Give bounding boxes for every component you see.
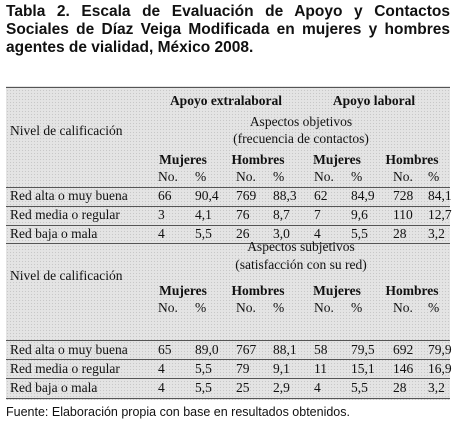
row-label: Red baja o mala	[10, 380, 98, 395]
cell: 90,4	[195, 188, 219, 203]
cell: 769	[236, 188, 257, 203]
rule	[6, 206, 450, 207]
sex-header: Mujeres	[313, 283, 361, 298]
cell: 84,9	[351, 188, 375, 203]
cell: 3	[158, 207, 165, 222]
cell: 28	[393, 226, 407, 241]
cell: 3,0	[273, 226, 290, 241]
cell: 8,7	[273, 207, 290, 222]
cell: 26	[236, 226, 250, 241]
rule	[6, 87, 450, 88]
cell: 66	[158, 188, 172, 203]
cell: 4	[158, 226, 165, 241]
cell: 15,1	[351, 361, 375, 376]
sub-header: %	[195, 300, 207, 315]
sub-header: %	[273, 169, 285, 184]
row-label: Red baja o mala	[10, 226, 98, 241]
cell: 25	[236, 380, 250, 395]
sub-header: No.	[158, 169, 178, 184]
cell: 12,7	[428, 207, 452, 222]
sub-header: No.	[236, 300, 256, 315]
cell: 767	[236, 342, 257, 357]
sex-header: Hombres	[231, 283, 285, 298]
rule	[6, 225, 450, 226]
cell: 88,3	[273, 188, 297, 203]
row-label: Red media o regular	[10, 207, 120, 222]
rule	[6, 359, 450, 360]
section-title: (frecuencia de contactos)	[233, 131, 369, 146]
cell: 4	[314, 226, 321, 241]
sub-header: No.	[158, 300, 178, 315]
sub-header: %	[428, 169, 440, 184]
cell: 62	[314, 188, 328, 203]
cell: 5,5	[351, 226, 368, 241]
cell: 3,2	[428, 226, 445, 241]
group-header: Apoyo laboral	[332, 93, 416, 108]
cell: 7	[314, 207, 321, 222]
sub-header: %	[351, 169, 363, 184]
cell: 84,1	[428, 188, 452, 203]
cell: 76	[236, 207, 250, 222]
group-header: Apoyo extralaboral	[169, 93, 283, 108]
rule	[6, 398, 450, 399]
row-label: Red media o regular	[10, 361, 120, 376]
sub-header: %	[351, 300, 363, 315]
row-label: Red alta o muy buena	[10, 188, 128, 203]
cell: 79,9	[428, 342, 452, 357]
row-header: Nivel de calificación	[10, 123, 123, 138]
table: Apoyo extralaboral Apoyo laboral Aspectos …	[6, 86, 452, 400]
section-title: Aspectos subjetivos	[247, 239, 355, 254]
sub-header: No.	[393, 169, 413, 184]
section-title: (satisfacción con su red)	[235, 257, 367, 272]
cell: 88,1	[273, 342, 297, 357]
sub-header: No.	[393, 300, 413, 315]
sub-header: %	[195, 169, 207, 184]
cell: 89,0	[195, 342, 219, 357]
cell: 9,6	[351, 207, 368, 222]
row-header: Nivel de calificación	[10, 268, 123, 283]
cell: 110	[393, 207, 413, 222]
cell: 58	[314, 342, 328, 357]
sex-header: Hombres	[385, 283, 439, 298]
cell: 16,9	[428, 361, 452, 376]
cell: 9,1	[273, 361, 290, 376]
rule	[6, 187, 450, 188]
cell: 79,5	[351, 342, 375, 357]
cell: 65	[158, 342, 172, 357]
sex-header: Mujeres	[159, 283, 207, 298]
sub-header: No.	[314, 300, 334, 315]
cell: 5,5	[351, 380, 368, 395]
cell: 5,5	[195, 361, 212, 376]
cell: 3,2	[428, 380, 445, 395]
cell: 5,5	[195, 226, 212, 241]
rule	[6, 243, 450, 244]
title: Tabla 2. Escala de Evaluación de Apoyo y…	[6, 3, 450, 56]
cell: 4	[314, 380, 321, 395]
cell: 4	[158, 361, 165, 376]
section-title: Aspectos objetivos	[249, 114, 353, 129]
sub-header: No.	[314, 169, 334, 184]
cell: 28	[393, 380, 407, 395]
cell: 2,9	[273, 380, 290, 395]
rule	[6, 378, 450, 379]
cell: 5,5	[195, 380, 212, 395]
cell: 692	[393, 342, 414, 357]
sex-header: Mujeres	[159, 152, 207, 167]
sub-header: %	[428, 300, 440, 315]
cell: 146	[393, 361, 414, 376]
row-label: Red alta o muy buena	[10, 342, 128, 357]
cell: 4,1	[195, 207, 212, 222]
sex-header: Hombres	[385, 152, 439, 167]
sub-header: No.	[236, 169, 256, 184]
cell: 79	[236, 361, 250, 376]
source-note: Fuente: Elaboración propia con base en r…	[6, 405, 350, 419]
sub-header: %	[273, 300, 285, 315]
rule	[6, 340, 450, 341]
sex-header: Mujeres	[313, 152, 361, 167]
cell: 728	[393, 188, 414, 203]
cell: 11	[314, 361, 327, 376]
cell: 4	[158, 380, 165, 395]
sex-header: Hombres	[231, 152, 285, 167]
